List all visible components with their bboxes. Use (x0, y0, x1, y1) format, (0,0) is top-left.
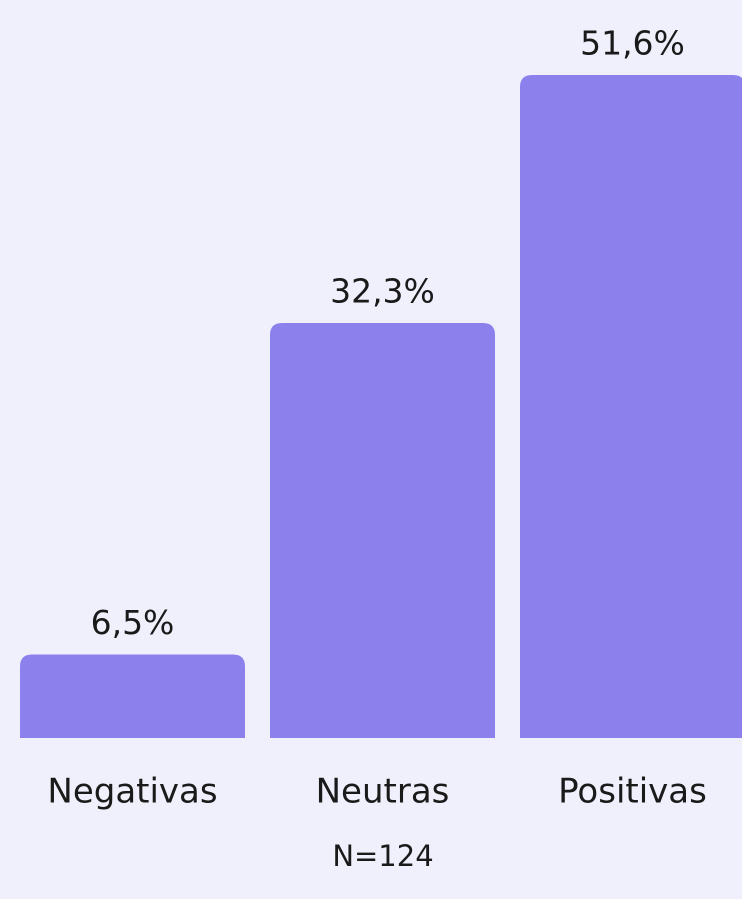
value-label: 6,5% (91, 603, 175, 642)
x-tick-label: Positivas (558, 772, 707, 812)
bar (20, 654, 245, 738)
bar (270, 322, 495, 738)
value-label: 51,6% (580, 24, 685, 63)
x-tick-label: Neutras (316, 772, 450, 812)
value-label: 32,3% (330, 271, 435, 310)
bar (520, 75, 742, 738)
x-tick-label: Negativas (47, 772, 217, 812)
sample-size-note: N=124 (332, 839, 433, 873)
